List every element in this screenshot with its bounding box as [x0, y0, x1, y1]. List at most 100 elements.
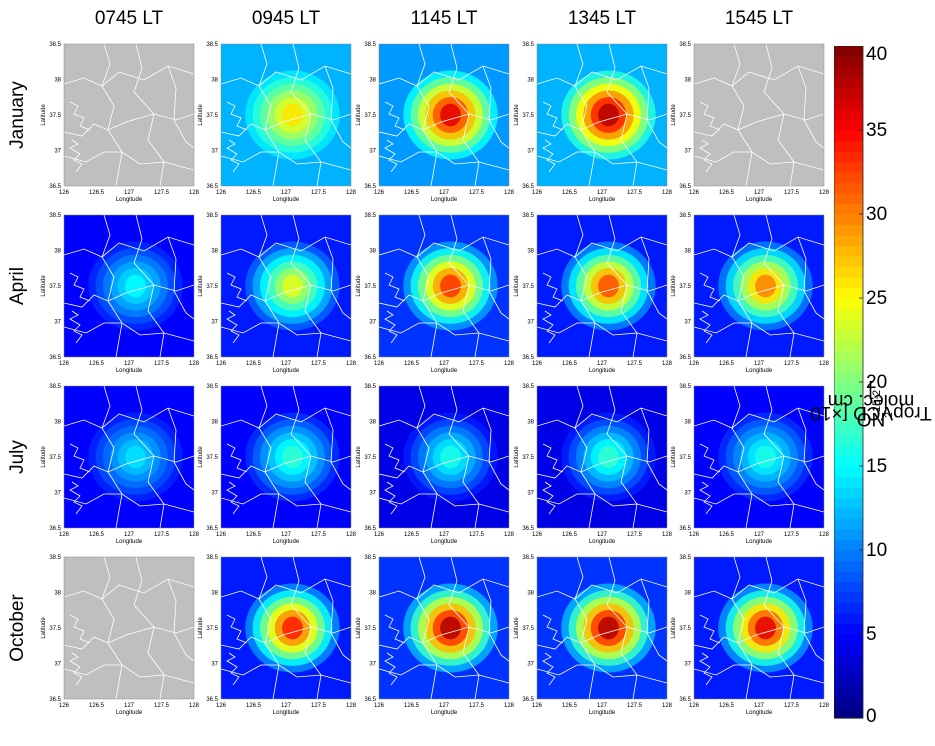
colorbar-tick-label: 15 [866, 456, 887, 477]
boundary-line [699, 443, 721, 473]
concentration-contour [440, 445, 461, 469]
x-tick-label: 127.5 [154, 703, 170, 709]
x-tick-label: 126 [374, 532, 385, 538]
colorbar-swatch [834, 434, 863, 446]
y-tick-label: 37.5 [364, 284, 376, 290]
boundary-line [384, 481, 398, 515]
x-axis-label: Longitude [431, 368, 458, 374]
x-tick-label: 126 [59, 703, 70, 709]
panel-frame [63, 385, 195, 529]
colorbar-swatch [834, 655, 863, 667]
x-tick-label: 127 [754, 361, 765, 367]
colorbar-tick-label: 35 [866, 120, 887, 141]
x-tick-label: 126 [216, 361, 227, 367]
y-tick-label: 38 [527, 420, 534, 426]
colorbar-swatch [834, 319, 863, 331]
y-tick-label: 36.5 [522, 184, 534, 190]
y-tick-label: 38 [54, 249, 61, 255]
x-axis-label: Longitude [746, 368, 773, 374]
boundary-line [694, 493, 824, 513]
heatmap-panel: 126 126.5 127 127.5 128 36.5 37 37.5 38 38.5 Longi… [198, 555, 357, 716]
colorbar-tick-label: 30 [866, 204, 887, 225]
boundary-line [482, 407, 509, 491]
colorbar-swatch [834, 676, 863, 688]
boundary-line [226, 101, 248, 131]
y-axis-label: Latitude [356, 275, 362, 297]
boundary-line [537, 113, 667, 137]
y-tick-label: 38 [527, 591, 534, 597]
colorbar-swatch [834, 350, 863, 362]
y-tick-label: 36.5 [206, 184, 218, 190]
colorbar-tick-label: 10 [866, 540, 887, 561]
colorbar-swatch [834, 550, 863, 562]
y-tick-label: 38 [684, 420, 691, 426]
colorbar-swatch [834, 340, 863, 352]
y-tick-label: 38.5 [206, 555, 218, 561]
concentration-contour [125, 274, 146, 298]
heatmap-panel: 126 126.5 127 127.5 128 36.5 37 37.5 38 38.5 Longi… [514, 555, 673, 716]
concentration-contour [440, 616, 461, 640]
y-tick-label: 38 [369, 420, 376, 426]
x-tick-label: 127 [124, 190, 135, 196]
y-tick-label: 37.5 [49, 626, 61, 632]
x-tick-label: 127 [439, 190, 450, 196]
boundary-line [537, 151, 667, 171]
panel-frame [220, 556, 352, 700]
x-tick-label: 126.5 [89, 703, 105, 709]
row-title: October [7, 594, 28, 662]
x-tick-label: 127 [754, 532, 765, 538]
panel-frame [63, 43, 195, 187]
colorbar-swatch [834, 592, 863, 604]
x-axis-label: Longitude [746, 539, 773, 545]
y-axis-label: Latitude [198, 275, 204, 297]
boundary-line [797, 407, 824, 491]
y-axis-label: Latitude [41, 446, 47, 468]
x-tick-label: 126.5 [246, 190, 262, 196]
y-tick-label: 37.5 [49, 455, 61, 461]
y-tick-label: 37.5 [364, 626, 376, 632]
colorbar-tick-label: 20 [866, 372, 887, 393]
x-tick-label: 128 [819, 703, 830, 709]
x-tick-label: 126.5 [562, 361, 578, 367]
y-tick-label: 36.5 [206, 526, 218, 532]
panel-frame [378, 385, 510, 529]
boundary-line [699, 310, 713, 344]
heatmap-panel: 126 126.5 127 127.5 128 36.5 37 37.5 38 38.5 Longi… [41, 213, 200, 374]
colorbar-swatch [834, 560, 863, 572]
y-tick-label: 38.5 [522, 384, 534, 390]
y-tick-label: 37 [54, 662, 61, 668]
y-tick-label: 37.5 [49, 284, 61, 290]
boundary-line [64, 455, 194, 479]
boundary-line [384, 272, 406, 302]
x-tick-label: 127 [754, 190, 765, 196]
x-tick-label: 127.5 [469, 703, 485, 709]
panel-frame [693, 385, 825, 529]
colorbar-tick-label: 0 [866, 706, 877, 726]
boundary-line [694, 626, 824, 650]
colorbar-swatch [834, 697, 863, 709]
x-tick-label: 127.5 [627, 532, 643, 538]
colorbar-tick-label: 40 [866, 46, 887, 65]
boundary-line [167, 407, 194, 491]
x-tick-label: 128 [662, 190, 673, 196]
y-tick-label: 37.5 [679, 455, 691, 461]
y-axis-label: Latitude [671, 446, 677, 468]
boundary-line [640, 236, 667, 320]
colorbar-swatch [834, 203, 863, 215]
colorbar-swatch [834, 56, 863, 68]
x-tick-label: 128 [504, 361, 515, 367]
y-tick-label: 36.5 [522, 526, 534, 532]
y-tick-label: 38.5 [679, 213, 691, 219]
boundary-line [384, 139, 398, 173]
concentration-contour [598, 445, 619, 469]
panel-frame [63, 556, 195, 700]
y-tick-label: 38.5 [364, 213, 376, 219]
y-tick-label: 36.5 [364, 526, 376, 532]
boundary-line [640, 578, 667, 662]
y-tick-label: 36.5 [679, 526, 691, 532]
boundary-line [379, 455, 509, 479]
y-tick-label: 37 [54, 149, 61, 155]
boundary-line [226, 139, 240, 173]
y-tick-label: 37 [684, 320, 691, 326]
boundary-line [482, 236, 509, 320]
